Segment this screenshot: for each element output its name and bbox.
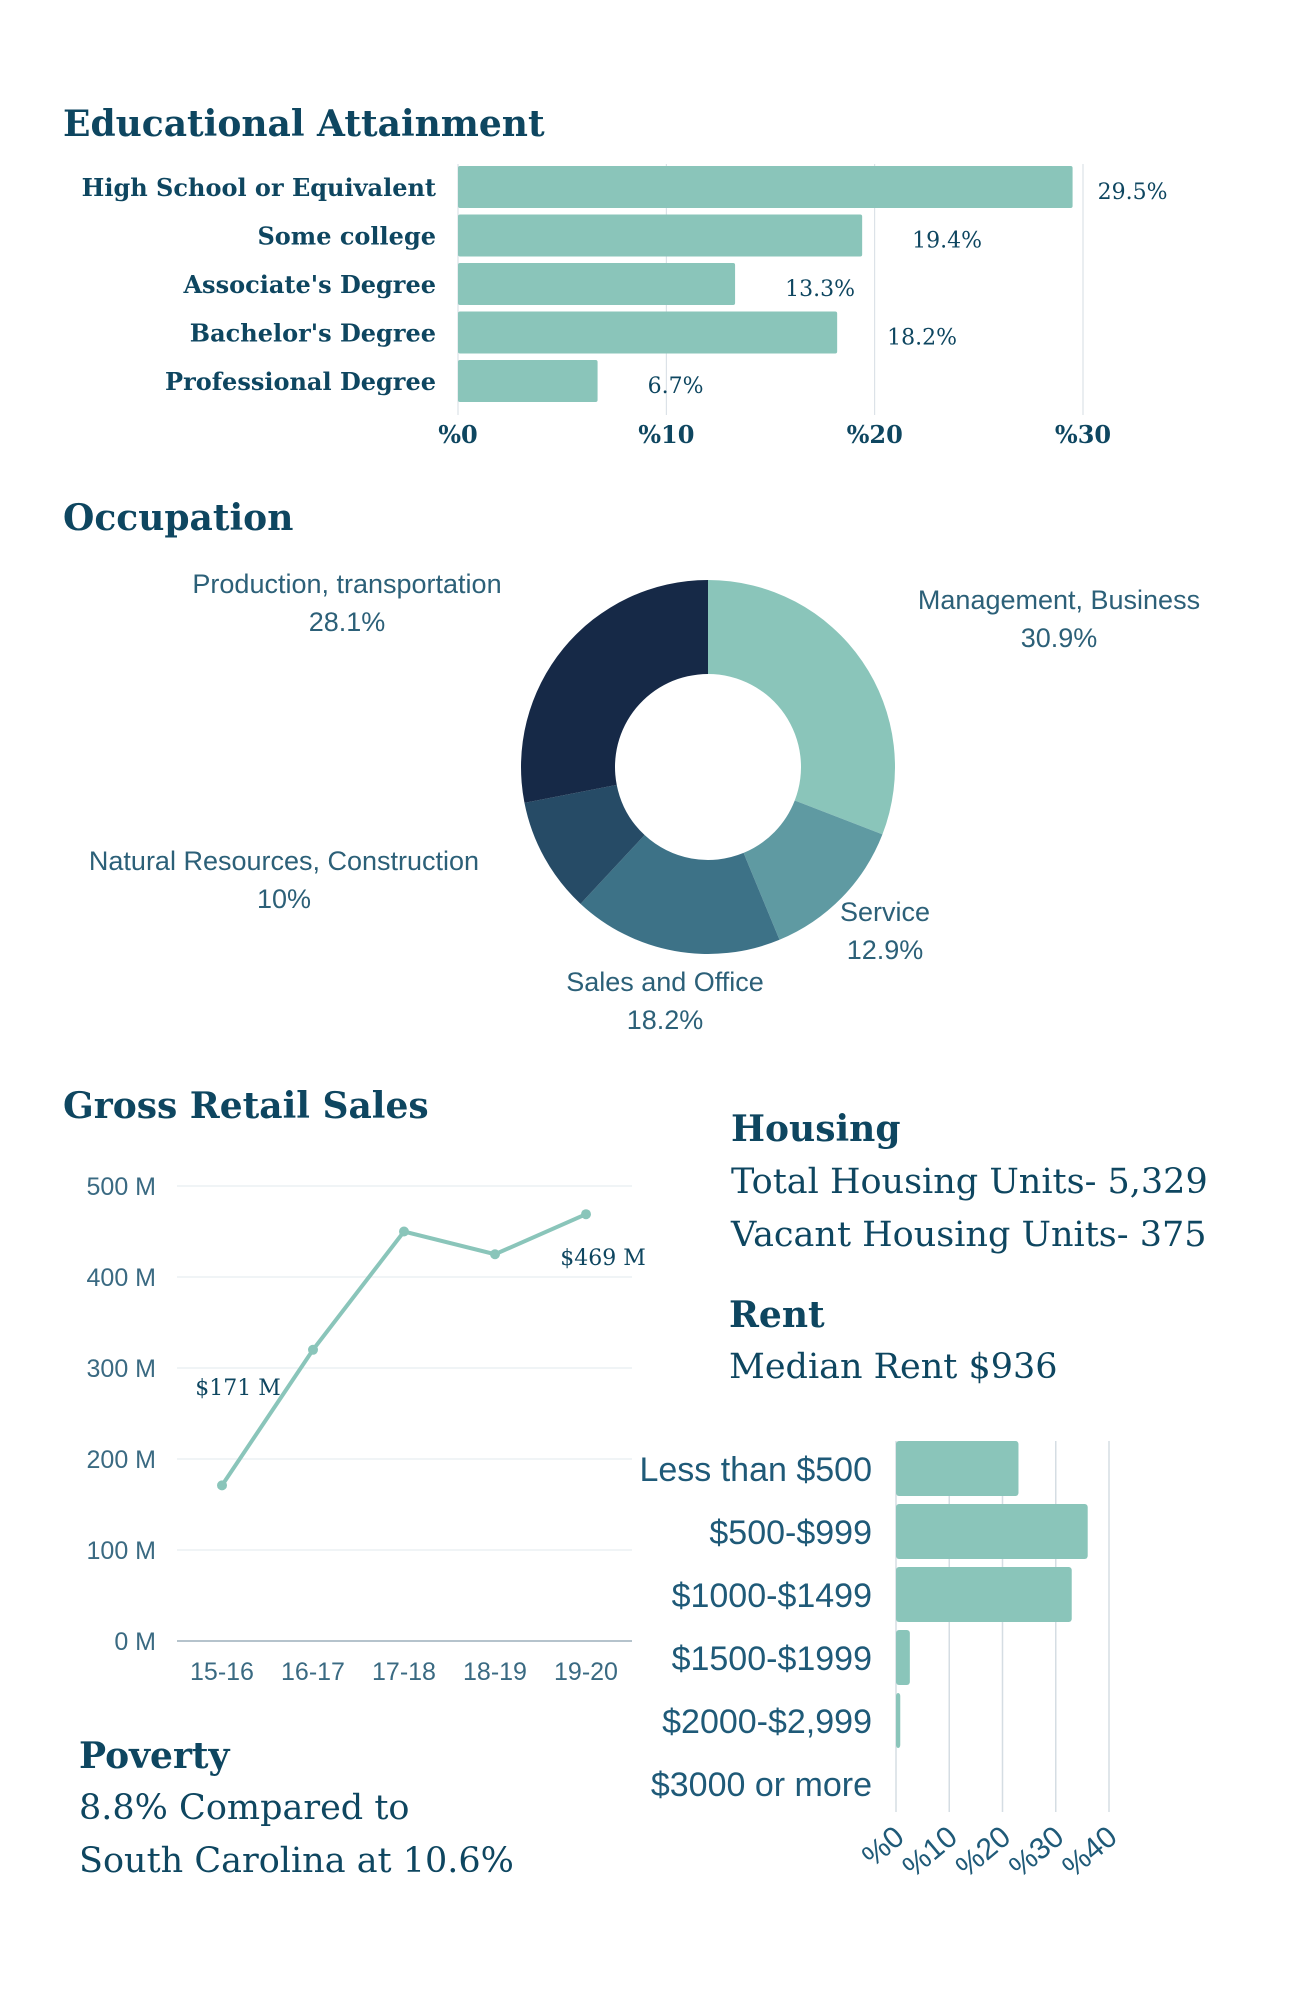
retail-point <box>399 1226 409 1237</box>
housing-title: Housing <box>731 1108 901 1150</box>
occupation-slice-value: 10% <box>257 884 311 914</box>
retail-y-tick-label: 500 M <box>87 1173 156 1201</box>
edu-bar <box>458 214 863 257</box>
rent-category-label: $2000-$2,999 <box>662 1703 872 1741</box>
retail-x-tick-label: 17-18 <box>372 1658 436 1686</box>
retail-point <box>581 1209 591 1220</box>
occupation-slice-name: Service <box>840 897 930 927</box>
edu-tick-label: %0 <box>438 420 478 449</box>
occupation-title: Occupation <box>63 497 294 539</box>
edu-data-label: 19.4% <box>912 229 982 254</box>
retail-point <box>490 1249 500 1260</box>
occupation-slice <box>524 784 645 904</box>
rent-category-label: Less than $500 <box>639 1451 872 1489</box>
rent-category-label: $1500-$1999 <box>672 1640 872 1678</box>
edu-data-label: 18.2% <box>887 326 957 351</box>
edu-data-label: 13.3% <box>785 277 855 302</box>
rent-bar <box>896 1441 1019 1496</box>
occupation-slice-name: Management, Business <box>918 585 1200 615</box>
rent-category-label: $1000-$1499 <box>672 1577 872 1615</box>
edu-tick-label: %30 <box>1055 420 1111 449</box>
education-title: Educational Attainment <box>63 103 545 145</box>
retail-y-tick-label: 200 M <box>87 1446 156 1474</box>
edu-bar <box>458 311 838 354</box>
rent-tick-label: %20 <box>950 1820 1017 1884</box>
occupation-slice-value: 18.2% <box>627 1005 704 1035</box>
edu-category-label: High School or Equivalent <box>82 173 436 202</box>
rent-tick-label: %10 <box>897 1820 964 1884</box>
edu-tick-label: %20 <box>847 420 903 449</box>
retail-data-label: $469 M <box>560 1246 646 1271</box>
occupation-slice-value: 30.9% <box>1021 623 1098 653</box>
edu-bar <box>458 166 1073 208</box>
occupation-slice-value: 28.1% <box>309 607 386 637</box>
rent-bar <box>896 1693 901 1748</box>
rent-title: Rent <box>729 1294 825 1336</box>
edu-category-label: Bachelor's Degree <box>190 319 436 348</box>
occupation-slice <box>521 580 708 803</box>
rent-bar <box>896 1630 910 1685</box>
retail-x-tick-label: 16-17 <box>281 1658 345 1686</box>
vacant-housing-units: Vacant Housing Units- 375 <box>731 1215 1207 1255</box>
retail-y-tick-label: 300 M <box>87 1355 156 1383</box>
median-rent: Median Rent $936 <box>729 1347 1058 1387</box>
edu-bar <box>458 263 736 305</box>
retail-y-tick-label: 0 M <box>114 1628 156 1656</box>
retail-y-tick-label: 100 M <box>87 1537 156 1565</box>
occupation-slice-value: 12.9% <box>847 935 924 965</box>
rent-bar <box>896 1504 1088 1559</box>
occupation-slice <box>580 835 780 954</box>
retail-x-tick-label: 15-16 <box>190 1658 254 1686</box>
retail-point <box>308 1344 318 1355</box>
rent-tick-label: %40 <box>1056 1820 1123 1884</box>
edu-bar <box>458 360 598 402</box>
retail-sales-title: Gross Retail Sales <box>63 1085 429 1127</box>
edu-category-label: Associate's Degree <box>182 270 436 299</box>
rent-category-label: $3000 or more <box>651 1766 872 1804</box>
occupation-slice-name: Natural Resources, Construction <box>89 846 479 876</box>
poverty-line-2: South Carolina at 10.6% <box>79 1841 514 1881</box>
retail-x-tick-label: 18-19 <box>463 1658 527 1686</box>
edu-data-label: 6.7% <box>648 374 704 399</box>
occupation-slice <box>743 800 883 940</box>
retail-y-tick-label: 400 M <box>87 1264 156 1292</box>
retail-x-tick-label: 19-20 <box>554 1658 618 1686</box>
retail-line <box>220 1212 587 1487</box>
occupation-slice <box>708 580 895 835</box>
poverty-title: Poverty <box>79 1735 230 1777</box>
edu-data-label: 29.5% <box>1098 180 1168 205</box>
poverty-line-1: 8.8% Compared to <box>79 1788 410 1828</box>
occupation-slice-name: Sales and Office <box>566 967 764 997</box>
retail-data-label: $171 M <box>195 1376 281 1401</box>
rent-category-label: $500-$999 <box>709 1514 872 1552</box>
retail-point <box>217 1480 227 1491</box>
edu-category-label: Professional Degree <box>165 367 436 396</box>
rent-bar <box>896 1567 1072 1622</box>
total-housing-units: Total Housing Units- 5,329 <box>731 1162 1208 1202</box>
edu-category-label: Some college <box>257 222 436 251</box>
occupation-slice-name: Production, transportation <box>192 569 501 599</box>
rent-tick-label: %30 <box>1003 1820 1070 1884</box>
edu-tick-label: %10 <box>638 420 694 449</box>
